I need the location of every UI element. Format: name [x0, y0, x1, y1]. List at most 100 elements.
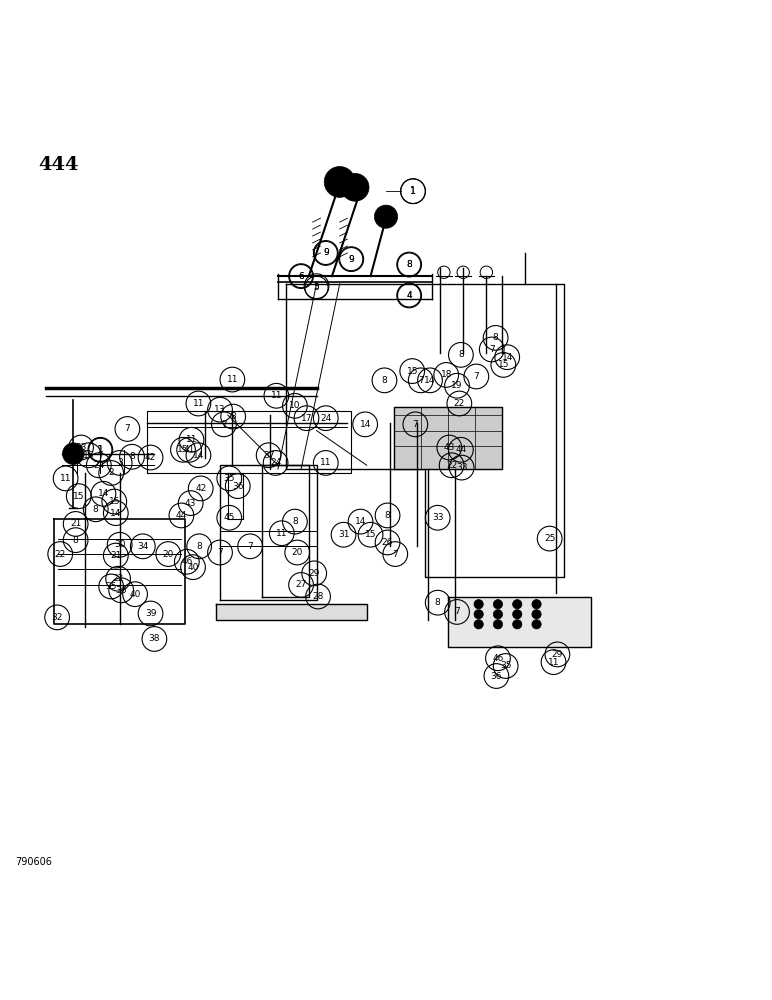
Circle shape — [341, 173, 369, 201]
Text: 43: 43 — [185, 499, 196, 508]
Text: 14: 14 — [502, 353, 513, 362]
Text: 11: 11 — [271, 391, 282, 400]
Text: 8: 8 — [129, 452, 135, 461]
Text: 43: 43 — [444, 443, 455, 452]
Text: 15: 15 — [73, 492, 84, 501]
Text: 7: 7 — [418, 376, 424, 385]
Text: 8: 8 — [230, 412, 236, 421]
Text: 10: 10 — [290, 401, 300, 410]
Circle shape — [532, 610, 541, 619]
Text: 3: 3 — [117, 458, 123, 467]
Text: 19: 19 — [452, 381, 462, 390]
Circle shape — [474, 620, 483, 629]
Text: 7: 7 — [247, 542, 253, 551]
Text: 2: 2 — [108, 468, 114, 477]
Text: 9: 9 — [323, 248, 329, 257]
Text: 7: 7 — [392, 550, 398, 559]
Text: 7: 7 — [473, 372, 479, 381]
Text: 33: 33 — [432, 513, 443, 522]
Text: 35: 35 — [500, 661, 511, 670]
Text: 44: 44 — [176, 511, 187, 520]
Circle shape — [374, 205, 398, 228]
Circle shape — [324, 166, 355, 197]
Text: 11: 11 — [60, 474, 71, 483]
Text: 34: 34 — [137, 542, 148, 551]
Circle shape — [493, 620, 503, 629]
Text: 17: 17 — [301, 414, 312, 423]
Text: 27: 27 — [296, 580, 306, 589]
Text: 41: 41 — [184, 445, 195, 454]
Text: 46: 46 — [493, 654, 503, 663]
Text: 7: 7 — [412, 420, 418, 429]
Text: 30: 30 — [114, 540, 125, 549]
Text: 4: 4 — [406, 291, 412, 300]
Text: 23: 23 — [76, 443, 86, 452]
Polygon shape — [216, 604, 367, 620]
Text: 8: 8 — [435, 598, 441, 607]
Circle shape — [474, 600, 483, 609]
Text: 13: 13 — [215, 405, 225, 414]
Text: 14: 14 — [355, 517, 366, 526]
Text: 14: 14 — [110, 509, 121, 518]
Text: 14: 14 — [360, 420, 371, 429]
Text: 20: 20 — [163, 550, 174, 559]
Text: 7: 7 — [217, 548, 223, 557]
Text: 8: 8 — [493, 333, 499, 342]
Text: 8: 8 — [384, 511, 391, 520]
Text: 11: 11 — [186, 435, 197, 444]
Circle shape — [532, 620, 541, 629]
Text: 7: 7 — [221, 420, 227, 429]
Text: 8: 8 — [406, 260, 412, 269]
Text: 1: 1 — [410, 187, 416, 196]
Text: 15: 15 — [407, 367, 418, 376]
Text: 1: 1 — [410, 186, 416, 196]
Circle shape — [493, 600, 503, 609]
Text: 4: 4 — [406, 291, 412, 300]
Text: 26: 26 — [382, 538, 393, 547]
Text: 11: 11 — [193, 399, 204, 408]
Polygon shape — [394, 407, 502, 469]
Text: 15: 15 — [498, 360, 509, 369]
Text: 11: 11 — [227, 375, 238, 384]
Text: 14: 14 — [98, 489, 109, 498]
Text: 36: 36 — [232, 482, 243, 491]
Circle shape — [513, 610, 522, 619]
Text: 5: 5 — [313, 283, 320, 292]
Text: 44: 44 — [455, 445, 466, 454]
Text: 32: 32 — [52, 613, 63, 622]
Circle shape — [532, 600, 541, 609]
Text: 35: 35 — [224, 474, 235, 483]
Text: 6: 6 — [298, 272, 304, 281]
Text: 35: 35 — [106, 582, 117, 591]
Polygon shape — [448, 596, 591, 647]
Text: 29: 29 — [309, 569, 320, 578]
Text: 7: 7 — [124, 424, 130, 433]
Text: 790606: 790606 — [15, 857, 52, 867]
Text: 18: 18 — [441, 370, 452, 379]
Text: 29: 29 — [552, 650, 563, 659]
Text: 33: 33 — [456, 463, 467, 472]
Text: 38: 38 — [149, 634, 160, 643]
Text: 6: 6 — [298, 272, 304, 281]
Text: 31: 31 — [338, 530, 349, 539]
Text: 14: 14 — [425, 376, 435, 385]
Text: 7: 7 — [489, 345, 495, 354]
Text: 45: 45 — [224, 513, 235, 522]
Text: 36: 36 — [116, 586, 127, 595]
Text: 37: 37 — [263, 451, 274, 460]
Text: 22: 22 — [454, 399, 465, 408]
Text: 20: 20 — [292, 548, 303, 557]
Circle shape — [63, 443, 84, 464]
Text: 28: 28 — [313, 592, 323, 601]
Circle shape — [493, 610, 503, 619]
Text: 1: 1 — [97, 445, 103, 454]
Text: 1: 1 — [97, 445, 103, 455]
Text: 36: 36 — [491, 672, 502, 681]
Text: 16: 16 — [83, 451, 94, 460]
Text: 8: 8 — [381, 376, 388, 385]
Text: 40: 40 — [188, 563, 198, 572]
Text: 8: 8 — [458, 350, 464, 359]
Text: 8: 8 — [196, 542, 202, 551]
Text: 40: 40 — [130, 590, 141, 599]
Text: 5: 5 — [313, 282, 320, 291]
